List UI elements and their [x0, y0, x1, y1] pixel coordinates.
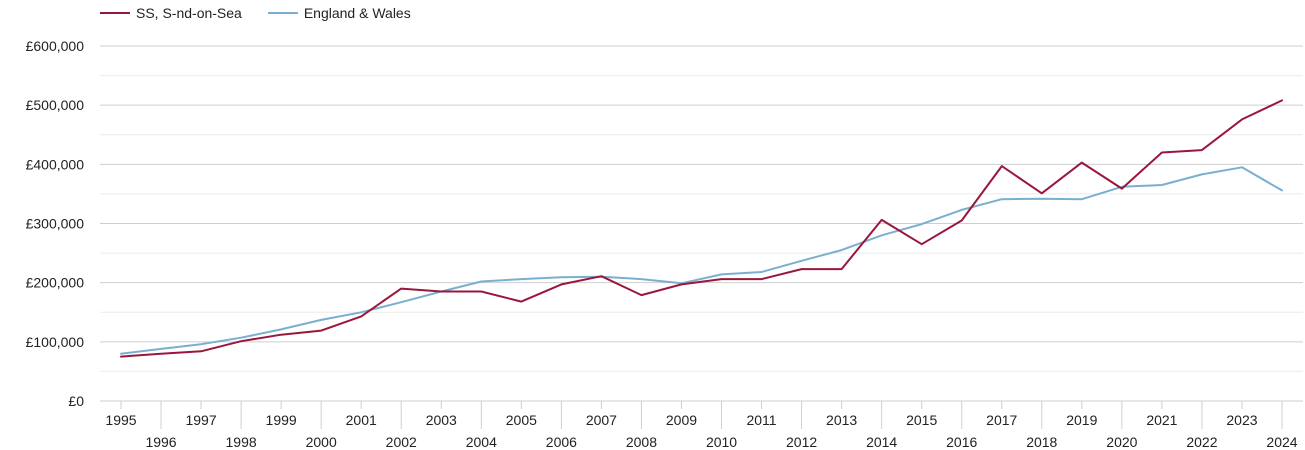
- x-tick-label: 2022: [1186, 434, 1217, 450]
- x-tick-label: 2008: [626, 434, 657, 450]
- x-tick-label: 2004: [466, 434, 497, 450]
- legend-item-england-wales: England & Wales: [267, 5, 411, 21]
- x-tick-label: 1996: [145, 434, 176, 450]
- y-axis-ticks: £0 £100,000 £200,000 £300,000 £400,000 £500,0…: [26, 38, 85, 409]
- x-tick-label: 2016: [946, 434, 977, 450]
- x-axis-ticks: 1995 1996 1997 1998 1999 2000 2001 2002 2003 2004…: [105, 412, 1297, 450]
- series-line-england-wales: [120, 166, 1283, 355]
- x-tick-label: 2021: [1146, 412, 1177, 428]
- x-tick-label: 2005: [506, 412, 537, 428]
- y-tick-label: £100,000: [26, 334, 85, 350]
- y-tick-label: £200,000: [26, 275, 85, 291]
- x-tick-label: 2019: [1066, 412, 1097, 428]
- x-tick-label: 2012: [786, 434, 817, 450]
- x-tick-label: 2007: [586, 412, 617, 428]
- x-tick-label: 1998: [226, 434, 257, 450]
- x-tick-label: 1995: [105, 412, 136, 428]
- x-tick-label: 2024: [1266, 434, 1297, 450]
- series-line-ss: [120, 99, 1283, 358]
- y-tick-label: £400,000: [26, 156, 85, 172]
- legend-item-ss: SS, S-nd-on-Sea: [100, 5, 242, 21]
- legend-swatch-england-wales: [267, 12, 298, 14]
- grid-lines: [100, 45, 1303, 429]
- x-tick-label: 2001: [346, 412, 377, 428]
- x-tick-label: 2000: [306, 434, 337, 450]
- legend-label-england-wales: England & Wales: [303, 5, 411, 21]
- x-tick-label: 2003: [426, 412, 457, 428]
- x-tick-label: 2020: [1106, 434, 1137, 450]
- chart-legend: SS, S-nd-on-Sea England & Wales: [100, 4, 411, 22]
- x-tick-label: 2014: [866, 434, 897, 450]
- y-tick-label: £600,000: [26, 38, 85, 54]
- x-tick-label: 2011: [746, 412, 776, 428]
- x-tick-label: 2013: [826, 412, 857, 428]
- x-tick-label: 2010: [706, 434, 737, 450]
- x-tick-label: 2018: [1026, 434, 1057, 450]
- x-tick-label: 2009: [666, 412, 697, 428]
- x-tick-label: 2015: [906, 412, 937, 428]
- y-tick-label: £300,000: [26, 216, 85, 232]
- x-tick-label: 2017: [986, 412, 1017, 428]
- x-tick-label: 2023: [1226, 412, 1257, 428]
- y-tick-label: £0: [68, 393, 84, 409]
- x-tick-label: 1997: [185, 412, 216, 428]
- x-tick-label: 2002: [386, 434, 417, 450]
- legend-swatch-ss: [100, 12, 130, 14]
- x-tick-label: 1999: [266, 412, 297, 428]
- legend-label-ss: SS, S-nd-on-Sea: [136, 5, 242, 21]
- series-lines: [120, 99, 1283, 358]
- x-tick-label: 2006: [546, 434, 577, 450]
- y-tick-label: £500,000: [26, 97, 85, 113]
